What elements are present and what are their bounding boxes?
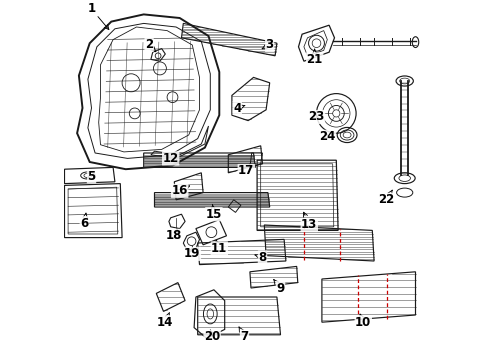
Text: 6: 6 [80,213,88,230]
Text: 23: 23 [308,111,324,123]
Text: 1: 1 [87,3,109,30]
Text: 10: 10 [354,314,371,329]
Text: 14: 14 [157,312,173,329]
Text: 16: 16 [171,184,189,197]
Text: 17: 17 [238,164,254,177]
Text: 21: 21 [306,49,322,66]
Text: 11: 11 [211,240,227,255]
Text: 22: 22 [378,190,394,206]
Text: 20: 20 [203,329,220,343]
Text: 24: 24 [319,130,335,143]
Text: 19: 19 [184,247,200,260]
Text: 15: 15 [205,204,222,221]
Text: 4: 4 [233,102,244,114]
Text: 3: 3 [262,39,273,51]
Text: 12: 12 [162,152,179,165]
Text: 9: 9 [273,280,284,294]
Text: 13: 13 [301,212,317,231]
Text: 8: 8 [254,251,266,264]
Text: 18: 18 [166,229,182,242]
Text: 2: 2 [145,39,156,52]
Text: 5: 5 [86,170,96,183]
Text: 7: 7 [239,327,248,343]
